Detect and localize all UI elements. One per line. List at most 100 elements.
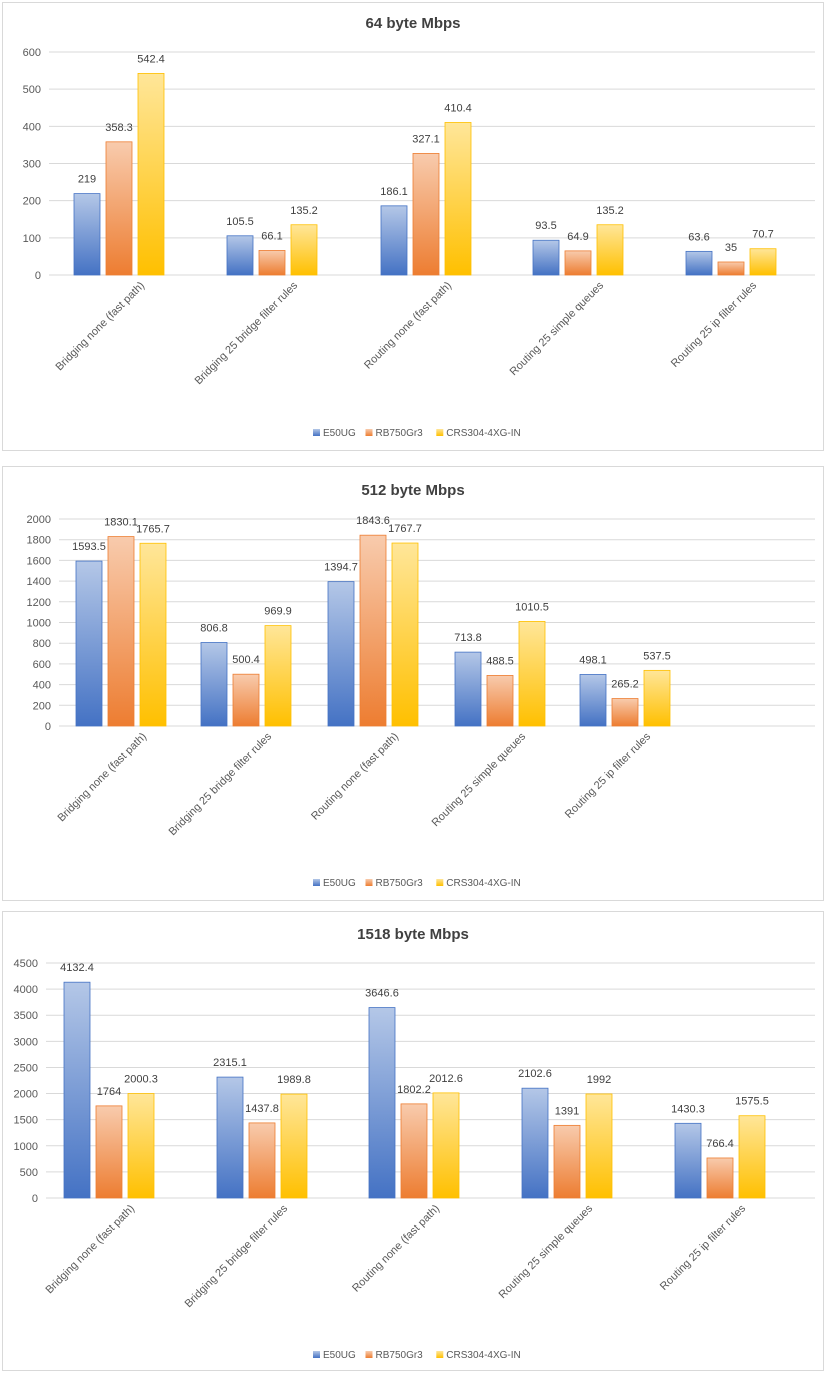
chart-512-byte: 512 byte Mbps 0 200 400 600 800 1000 1200 1400 16… [27,482,815,889]
legend-label-e50ug: E50UG [323,878,356,889]
bar-crs304-4xg-in-routing-none-fast-path [391,542,419,727]
y-tick-label: 600 [33,659,51,671]
category-label: Bridging 25 bridge filter rules [193,279,301,387]
chart-64-byte: 64 byte Mbps 0 100 200 300 400 500 600 219 105.5 1… [23,15,815,439]
category-label: Bridging 25 bridge filter rules [183,1202,291,1310]
bar-rb750gr3-routing-25-simple-queues [564,250,592,276]
y-tick-label: 500 [20,1167,38,1179]
y-tick-label: 1000 [14,1141,38,1153]
legend-swatch-e50ug [313,1351,320,1358]
data-label: 35 [725,242,737,254]
data-label: 542.4 [137,53,165,65]
bar-e50ug-bridging-25-bridge-filter-rules [226,235,254,276]
data-label: 3646.6 [365,988,399,1000]
data-label: 2102.6 [518,1068,552,1080]
data-label: 4132.4 [60,962,94,974]
legend-swatch-crs304-4xg-in [436,1351,444,1358]
bar-rb750gr3-routing-none-fast-path [412,153,440,276]
chart-title: 512 byte Mbps [361,482,464,499]
legend-label-e50ug: E50UG [323,428,356,439]
bar-rb750gr3-routing-25-ip-filter-rules [611,698,639,727]
y-tick-label: 500 [23,84,41,96]
bar-crs304-4xg-in-bridging-none-fast-path [139,542,167,727]
bar-rb750gr3-bridging-none-fast-path [95,1105,123,1199]
legend-swatch-rb750gr3 [365,879,373,886]
y-tick-label: 100 [23,233,41,245]
y-tick-label: 1500 [14,1115,38,1127]
y-tick-label: 3500 [14,1010,38,1022]
y-tick-label: 1400 [27,576,51,588]
chart-panel-1518-byte: 1518 byte Mbps 0 500 1000 1500 2000 2500 3000 35… [2,911,824,1371]
bar-crs304-4xg-in-routing-25-ip-filter-rules [643,669,671,727]
data-label: 1437.8 [245,1103,279,1115]
bar-rb750gr3-routing-none-fast-path [400,1103,428,1199]
data-label: 488.5 [486,655,514,667]
category-label: Routing 25 ip filter rules [669,279,760,370]
y-tick-label: 2000 [14,1089,38,1101]
y-tick-label: 1800 [27,535,51,547]
bar-rb750gr3-bridging-25-bridge-filter-rules [248,1122,276,1199]
bar-e50ug-routing-none-fast-path [368,1007,396,1199]
bar-e50ug-routing-25-simple-queues [521,1087,549,1199]
y-tick-label: 400 [33,680,51,692]
y-tick-label: 1200 [27,597,51,609]
bar-crs304-4xg-in-routing-25-ip-filter-rules [749,248,777,276]
bar-rb750gr3-bridging-25-bridge-filter-rules [258,250,286,276]
bar-crs304-4xg-in-routing-none-fast-path [432,1092,460,1199]
bar-crs304-4xg-in-bridging-25-bridge-filter-rules [290,224,318,276]
chart-title: 64 byte Mbps [365,15,460,32]
legend-label-e50ug: E50UG [323,1350,356,1361]
data-label: 1394.7 [324,562,358,574]
bar-crs304-4xg-in-bridging-25-bridge-filter-rules [280,1093,308,1199]
bar-rb750gr3-routing-25-ip-filter-rules [706,1157,734,1199]
data-label: 1764 [97,1086,121,1098]
bar-crs304-4xg-in-routing-25-ip-filter-rules [738,1115,766,1199]
y-tick-label: 300 [23,159,41,171]
legend-swatch-rb750gr3 [365,429,373,436]
data-label: 1430.3 [671,1103,705,1115]
y-tick-label: 200 [23,196,41,208]
chart-panel-512-byte: 512 byte Mbps 0 200 400 600 800 1000 1200 1400 16… [2,466,824,901]
data-label: 358.3 [105,122,133,134]
bar-rb750gr3-bridging-none-fast-path [105,141,133,276]
bar-e50ug-bridging-none-fast-path [75,560,103,727]
y-tick-label: 0 [45,721,51,733]
y-tick-label: 2500 [14,1062,38,1074]
data-label: 1843.6 [356,515,390,527]
y-tick-label: 4000 [14,984,38,996]
legend-swatch-e50ug [313,429,320,436]
category-label: Bridging none (fast path) [55,731,149,825]
data-label: 64.9 [567,231,588,243]
bar-crs304-4xg-in-bridging-25-bridge-filter-rules [264,625,292,727]
data-label: 1765.7 [136,523,170,535]
data-label: 2012.6 [429,1073,463,1085]
data-label: 265.2 [611,679,639,691]
data-label: 766.4 [706,1138,734,1150]
bar-rb750gr3-routing-25-simple-queues [486,675,514,727]
y-tick-label: 0 [35,270,41,282]
bar-rb750gr3-routing-none-fast-path [359,534,387,727]
data-label: 410.4 [444,102,472,114]
bar-crs304-4xg-in-routing-25-simple-queues [596,224,624,276]
category-label: Routing none (fast path) [350,1203,442,1295]
data-label: 1593.5 [72,541,106,553]
data-label: 806.8 [200,622,228,634]
legend-label-crs304-4xg-in: CRS304-4XG-IN [446,878,520,889]
category-label: Routing 25 ip filter rules [658,1202,749,1293]
data-label: 135.2 [596,205,624,217]
data-label: 1802.2 [397,1084,431,1096]
data-label: 219 [78,174,96,186]
legend-label-rb750gr3: RB750Gr3 [376,1350,424,1361]
bar-e50ug-bridging-25-bridge-filter-rules [200,642,228,727]
legend-label-rb750gr3: RB750Gr3 [376,428,424,439]
bar-rb750gr3-routing-25-ip-filter-rules [717,261,745,276]
y-tick-label: 0 [32,1193,38,1205]
bar-e50ug-routing-25-simple-queues [532,239,560,276]
legend-swatch-rb750gr3 [365,1351,373,1358]
data-label: 1767.7 [388,523,422,535]
data-label: 500.4 [232,654,260,666]
bar-crs304-4xg-in-routing-none-fast-path [444,122,472,276]
category-label: Routing 25 ip filter rules [563,730,654,821]
y-tick-label: 3000 [14,1036,38,1048]
y-tick-label: 1600 [27,555,51,567]
